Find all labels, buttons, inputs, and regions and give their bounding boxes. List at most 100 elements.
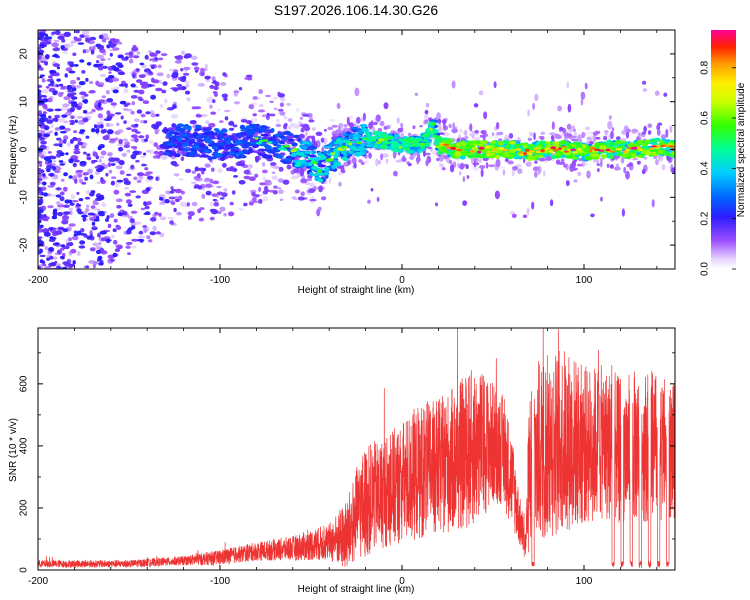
spectrogram-cell [51, 215, 58, 220]
spectrogram-cell [83, 151, 87, 155]
spectrogram-cell [497, 140, 504, 146]
spectrogram-cell [446, 139, 454, 143]
spectrogram-cell [580, 98, 584, 106]
spectrogram-cell [254, 173, 259, 178]
spectrogram-cell [631, 128, 639, 134]
spectrogram-cell [48, 24, 53, 28]
spectrogram-cell [550, 146, 557, 150]
spectrogram-cell [176, 211, 182, 216]
spectrogram-cell [67, 89, 74, 93]
spectrogram-cell [197, 83, 205, 87]
spectrogram-cell [72, 260, 76, 265]
spectrogram-cell [596, 163, 601, 167]
spectrogram-cell [170, 186, 174, 190]
spectrogram-cell [392, 150, 397, 159]
spectrogram-cell [135, 68, 140, 72]
spectrogram-cell [267, 148, 274, 154]
spectrogram-cell [39, 248, 43, 254]
spectrogram-cell [607, 120, 613, 130]
spectrogram-cell [195, 127, 202, 131]
spectrogram-cell [90, 205, 96, 209]
spectrogram-cell [144, 205, 150, 210]
spectrogram-cell [245, 125, 252, 130]
spectrogram-cell [142, 225, 148, 228]
spectrogram-cell [143, 120, 148, 124]
spectrogram-cell [265, 94, 271, 98]
spectrogram-cell [606, 163, 610, 169]
spectrogram-cell [73, 233, 78, 237]
spectrogram-cell [631, 154, 637, 159]
spectrogram-cell [557, 147, 563, 150]
spectrogram-cell [424, 119, 429, 124]
spectrogram-cell [657, 150, 665, 154]
spectrogram-cell [532, 166, 540, 172]
spectrogram-cell [228, 127, 235, 131]
spectrogram-cell [515, 148, 522, 151]
spectrogram-cell [178, 195, 183, 201]
spectrogram-cell [243, 202, 248, 207]
spectrogram-cell [140, 81, 149, 86]
snr-series-line [38, 328, 675, 569]
spectrogram-cell [166, 133, 173, 138]
spectrogram-cell [141, 163, 147, 167]
spectrogram-cell [84, 176, 89, 181]
spectrogram-cell [105, 238, 111, 243]
spectrogram-cell [395, 143, 402, 146]
spectrogram-cell [132, 150, 140, 156]
spectrogram-cell [524, 148, 530, 152]
spectrogram-cell [191, 145, 200, 149]
spectrogram-cell [363, 160, 370, 164]
spectrogram-cell [636, 154, 644, 158]
spectrogram-cell [264, 179, 272, 183]
spectrogram-cell [379, 120, 385, 127]
spectrogram-cell [38, 36, 43, 41]
spectrogram-cell [95, 128, 100, 134]
spectrogram-cell [38, 132, 43, 138]
spectrogram-cell [336, 102, 341, 109]
spectrogram-cell [42, 263, 47, 267]
spectrogram-cell [49, 181, 56, 186]
spectrogram-cell [47, 205, 54, 209]
spectrogram-cell [429, 127, 433, 131]
spectrogram-cell [312, 161, 318, 165]
spectrogram-cell [383, 125, 388, 130]
spectrogram-cell [337, 147, 342, 150]
spectrogram-cell [121, 152, 127, 157]
spectrogram-cell [209, 104, 213, 109]
spectrogram-cell [71, 235, 79, 241]
spectrogram-cell [286, 164, 292, 170]
spectrogram-cell [628, 147, 632, 150]
spectrogram-cell [290, 122, 296, 128]
spectrogram-cell [97, 102, 102, 108]
spectrogram-cell [320, 196, 327, 201]
spectrogram-cell [94, 171, 100, 175]
spectrogram-cell [73, 148, 80, 151]
spectrogram-cell [480, 168, 484, 178]
spectrogram-cell [160, 53, 168, 57]
spectrogram-cell [393, 136, 398, 140]
spectrogram-cell [201, 154, 209, 158]
spectrogram-cell [39, 117, 46, 123]
spectrogram-cell [589, 141, 594, 145]
spectrogram-cell [39, 122, 45, 127]
spectrogram-cell [545, 141, 550, 145]
spectrogram-cell [299, 116, 304, 121]
spectrogram-cell [86, 204, 90, 208]
spectrogram-cell [190, 147, 195, 152]
spectrogram-cell [82, 216, 87, 222]
spectrogram-cell [328, 177, 332, 184]
spectrogram-cell [304, 131, 308, 136]
spectrogram-cell [60, 178, 65, 182]
spectrogram-cell [138, 175, 144, 180]
spectrogram-cell [82, 211, 88, 215]
spectrogram-cell [40, 155, 45, 159]
spectrogram-cell [52, 63, 61, 67]
spectrogram-cell [223, 212, 227, 217]
spectrogram-cell [609, 164, 614, 169]
spectrogram-cell [426, 155, 432, 164]
spectrogram-cell [134, 118, 140, 122]
spectrogram-cell [283, 144, 291, 148]
spectrogram-cell [164, 199, 170, 204]
spectrogram-cell [165, 190, 171, 195]
spectrogram-cell [465, 142, 474, 146]
